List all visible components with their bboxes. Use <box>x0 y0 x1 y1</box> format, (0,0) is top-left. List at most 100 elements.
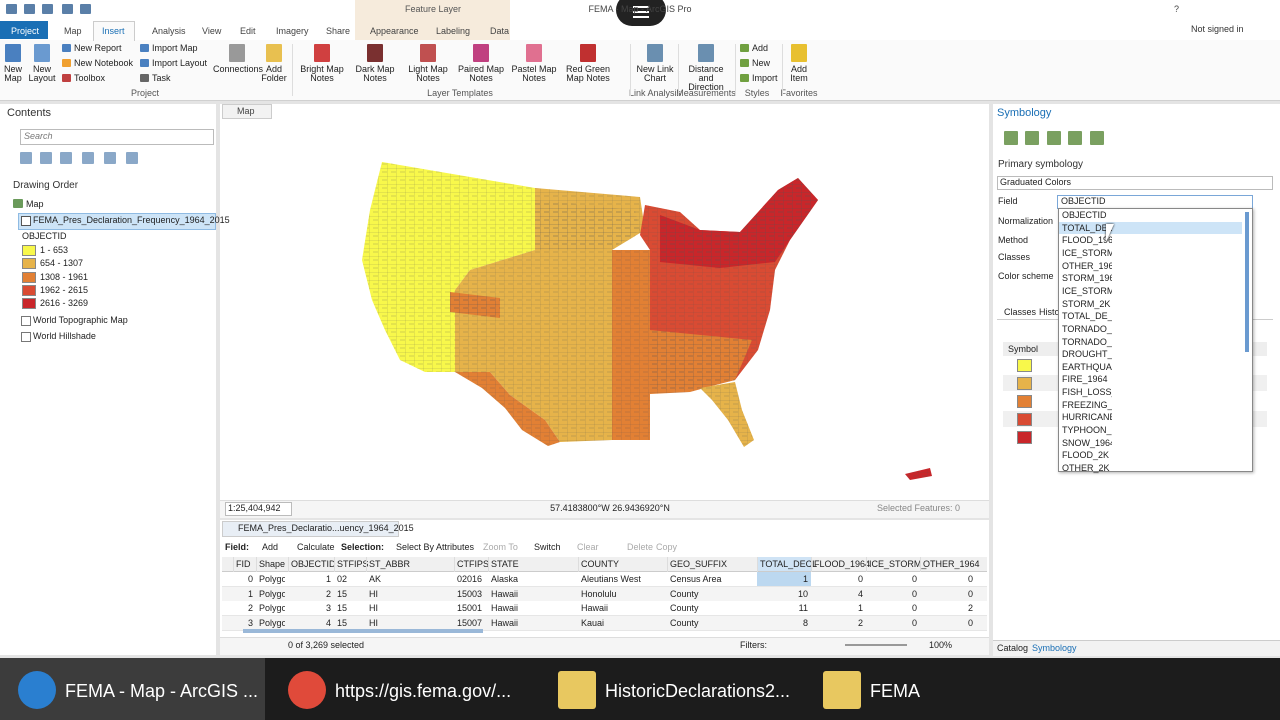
ribbon-button[interactable]: New Report <box>74 43 122 53</box>
checkbox[interactable] <box>21 316 31 326</box>
column-header[interactable]: GEO_SUFFIX <box>670 559 728 569</box>
column-header[interactable]: Shape <box>259 559 286 569</box>
column-header[interactable]: OTHER_1964 <box>923 559 980 569</box>
ribbon-button[interactable]: New <box>752 58 771 68</box>
ribbon-tab[interactable]: Appearance <box>370 26 419 36</box>
class-swatch[interactable] <box>1017 377 1032 390</box>
checkbox[interactable] <box>21 216 31 226</box>
ribbon-tab[interactable]: Analysis <box>152 26 186 36</box>
field-option[interactable]: FREEZING_1 <box>1062 399 1112 410</box>
class-swatch[interactable] <box>1017 413 1032 426</box>
column-header[interactable]: FID <box>236 559 251 569</box>
table-tool[interactable]: Select By Attributes <box>396 542 475 552</box>
column-header[interactable]: FLOOD_1964 <box>814 559 871 569</box>
ribbon-tab[interactable]: Data <box>490 26 510 36</box>
table-row[interactable] <box>222 601 987 617</box>
field-option[interactable]: FISH_LOSS_ <box>1062 387 1112 398</box>
ribbon-tab[interactable]: Imagery <box>276 26 309 36</box>
ribbon-button[interactable]: Add <box>752 43 769 53</box>
ribbon-button[interactable]: Connections <box>213 64 264 74</box>
field-option[interactable]: TOTAL_DE_1 <box>1062 311 1112 322</box>
renderer-dropdown[interactable] <box>997 176 1273 190</box>
column-header[interactable]: COUNTY <box>581 559 619 569</box>
table-tool[interactable]: Calculate <box>297 542 335 552</box>
basemap-layer[interactable]: World Hillshade <box>33 331 96 341</box>
column-header[interactable]: TOTAL_DECL <box>760 559 818 569</box>
map-tab[interactable] <box>222 104 272 119</box>
field-option[interactable]: FLOOD_2K <box>1062 450 1110 461</box>
pane-tab[interactable]: Symbology <box>1032 643 1077 653</box>
table-tool[interactable]: Add <box>262 542 279 552</box>
ribbon-button[interactable]: New Notebook <box>74 58 134 68</box>
taskbar-item[interactable]: FEMA <box>870 681 921 701</box>
ribbon-button[interactable]: Import <box>752 73 778 83</box>
taskbar-item[interactable]: https://gis.fema.gov/... <box>335 681 512 701</box>
ribbon-button[interactable]: Task <box>152 73 171 83</box>
table-tab[interactable] <box>222 521 399 537</box>
ribbon-button[interactable]: Add Item <box>790 64 808 83</box>
map-tab-label[interactable]: Map <box>237 106 255 116</box>
field-option[interactable]: OTHER_2K <box>1062 463 1110 473</box>
taskbar-item[interactable]: HistoricDeclarations2... <box>605 681 791 701</box>
table-tool[interactable]: Delete <box>627 542 654 552</box>
ribbon-button[interactable]: New Layout <box>28 64 56 83</box>
sign-in-status[interactable]: Not signed in <box>1191 24 1244 34</box>
ribbon-button[interactable]: Paired Map Notes <box>457 64 505 83</box>
ribbon-button[interactable]: Dark Map Notes <box>355 64 395 83</box>
ribbon-tab[interactable]: Share <box>326 26 351 36</box>
zoom-slider[interactable] <box>845 644 907 646</box>
ribbon-button[interactable]: Toolbox <box>74 73 106 83</box>
ribbon-button[interactable]: Light Map Notes <box>408 64 448 83</box>
column-header[interactable]: CTFIPS <box>457 559 490 569</box>
field-option[interactable]: FIRE_1964 <box>1062 374 1108 385</box>
ribbon-button[interactable]: Bright Map Notes <box>300 64 344 83</box>
ribbon-button[interactable]: Distance and Direction <box>688 64 724 92</box>
taskbar-item[interactable]: FEMA - Map - ArcGIS ... <box>65 681 259 701</box>
ribbon-button[interactable]: Import Layout <box>152 58 208 68</box>
ribbon-button[interactable]: Red Green Map Notes <box>565 64 611 83</box>
field-option[interactable]: TORNADO_19 <box>1062 323 1112 334</box>
ribbon-tab[interactable]: Edit <box>240 26 256 36</box>
help-button[interactable]: ? <box>1174 4 1180 14</box>
field-option[interactable]: STORM_1964 <box>1062 273 1112 284</box>
tree-map-node[interactable]: Map <box>26 199 44 209</box>
table-row[interactable] <box>222 615 987 631</box>
field-option[interactable]: EARTHQUAKE <box>1062 361 1112 372</box>
field-option[interactable]: HURRICANE_ <box>1062 412 1112 423</box>
field-option[interactable]: FLOOD_1964 <box>1062 235 1112 246</box>
column-header[interactable]: OBJECTID <box>291 559 336 569</box>
layer-name[interactable]: FEMA_Pres_Declaration_Frequency_1964_201… <box>33 215 230 225</box>
class-swatch[interactable] <box>1017 395 1032 408</box>
column-header[interactable]: ICE_STORM_ <box>869 559 927 569</box>
table-tool[interactable]: Switch <box>534 542 561 552</box>
symbology-tab[interactable]: Histo <box>1039 307 1060 317</box>
field-option[interactable]: TOTAL_DECL <box>1062 222 1112 233</box>
ribbon-button[interactable]: Pastel Map Notes <box>511 64 557 83</box>
column-header[interactable]: STFIPS <box>337 559 369 569</box>
field-option[interactable]: STORM_2K <box>1062 298 1111 309</box>
field-option[interactable]: DROUGHT_19 <box>1062 349 1112 360</box>
field-option[interactable]: TORNADO_2K <box>1062 336 1112 347</box>
column-header[interactable]: ST_ABBR <box>369 559 411 569</box>
table-tool[interactable]: Copy <box>656 542 678 552</box>
field-option[interactable]: TYPHOON_19 <box>1062 425 1112 436</box>
class-swatch[interactable] <box>1017 359 1032 372</box>
ribbon-tab[interactable]: Insert <box>102 26 125 36</box>
checkbox[interactable] <box>21 332 31 342</box>
symbology-tab[interactable]: Classes <box>1004 307 1037 317</box>
search-box[interactable] <box>20 129 214 145</box>
table-tool[interactable]: Clear <box>577 542 599 552</box>
ribbon-tab[interactable]: Map <box>64 26 82 36</box>
ribbon-button[interactable]: New Link Chart <box>636 64 674 83</box>
field-option[interactable]: OTHER_1964 <box>1062 260 1112 271</box>
ribbon-tab[interactable]: Labeling <box>436 26 471 36</box>
table-tab-label[interactable]: FEMA_Pres_Declaratio...uency_1964_2015 <box>238 523 414 533</box>
table-row[interactable] <box>222 586 987 602</box>
ribbon-button[interactable]: Add Folder <box>261 64 287 83</box>
field-option[interactable]: OBJECTID <box>1062 210 1107 220</box>
map-scale[interactable]: 1:25,404,942 <box>228 503 281 513</box>
ribbon-tab[interactable]: Project <box>11 26 40 36</box>
column-header[interactable]: STATE <box>491 559 519 569</box>
ribbon-button[interactable]: Import Map <box>152 43 198 53</box>
pane-tab[interactable]: Catalog <box>997 643 1029 653</box>
